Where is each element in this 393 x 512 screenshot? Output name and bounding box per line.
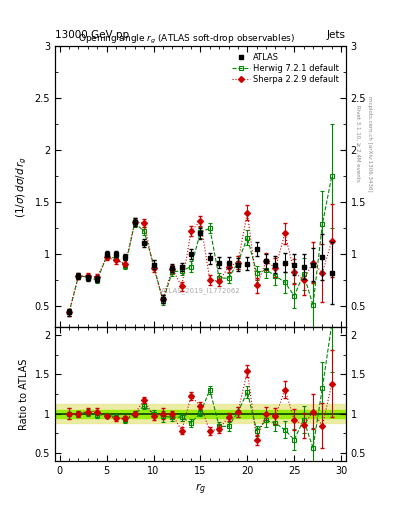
Y-axis label: Ratio to ATLAS: Ratio to ATLAS bbox=[19, 358, 29, 430]
Text: 13000 GeV pp: 13000 GeV pp bbox=[55, 30, 129, 40]
Text: ATLAS_2019_I1772062: ATLAS_2019_I1772062 bbox=[161, 287, 240, 294]
Legend: ATLAS, Herwig 7.2.1 default, Sherpa 2.2.9 default: ATLAS, Herwig 7.2.1 default, Sherpa 2.2.… bbox=[229, 50, 342, 87]
Text: Opening angle $r_g$ (ATLAS soft-drop observables): Opening angle $r_g$ (ATLAS soft-drop obs… bbox=[78, 33, 296, 46]
X-axis label: $r_g$: $r_g$ bbox=[195, 481, 206, 497]
Text: Rivet 3.1.10, ≥ 2.4M events: Rivet 3.1.10, ≥ 2.4M events bbox=[356, 105, 361, 182]
Text: Jets: Jets bbox=[327, 30, 346, 40]
Text: mcplots.cern.ch [arXiv:1306.3436]: mcplots.cern.ch [arXiv:1306.3436] bbox=[367, 96, 373, 191]
Y-axis label: $(1/\sigma)\,d\sigma/d\,r_g$: $(1/\sigma)\,d\sigma/d\,r_g$ bbox=[15, 156, 29, 218]
